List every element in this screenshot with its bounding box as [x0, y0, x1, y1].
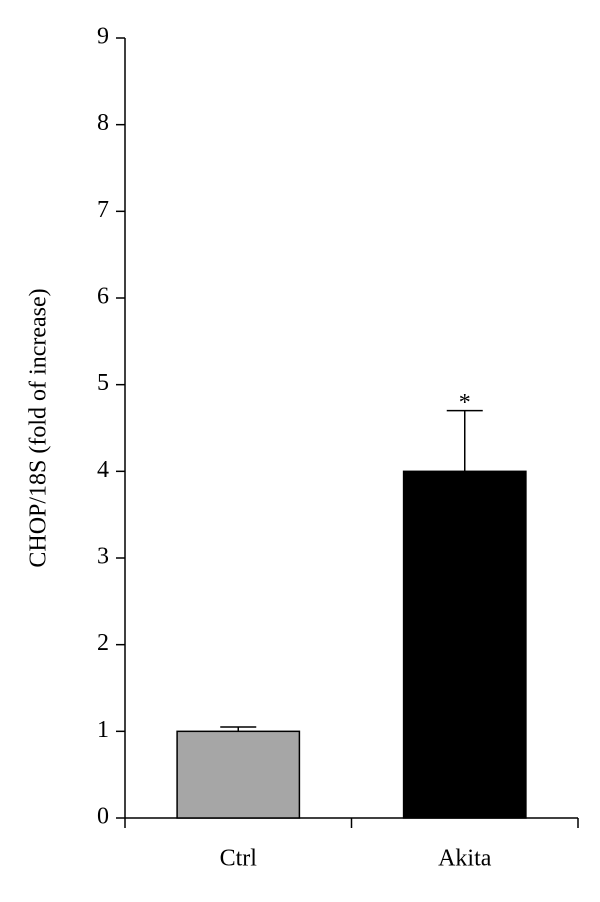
y-axis-label: CHOP/18S (fold of increase)	[26, 288, 52, 567]
y-tick-label: 2	[97, 630, 109, 656]
y-tick-label: 3	[97, 544, 109, 570]
y-tick-label: 4	[97, 457, 109, 483]
y-tick-label: 1	[97, 717, 109, 743]
bar	[176, 730, 301, 819]
y-tick-label: 9	[97, 24, 109, 50]
annotation: *	[459, 390, 471, 416]
bar	[402, 470, 527, 819]
x-tick-label: Ctrl	[220, 846, 258, 872]
y-tick-label: 7	[97, 197, 109, 223]
y-tick-label: 0	[97, 804, 109, 830]
y-tick-label: 6	[97, 284, 109, 310]
x-tick-label: Akita	[438, 846, 492, 872]
error-bar	[446, 409, 483, 472]
y-tick-label: 5	[97, 370, 109, 396]
error-bar	[220, 726, 257, 732]
y-tick-label: 8	[97, 110, 109, 136]
